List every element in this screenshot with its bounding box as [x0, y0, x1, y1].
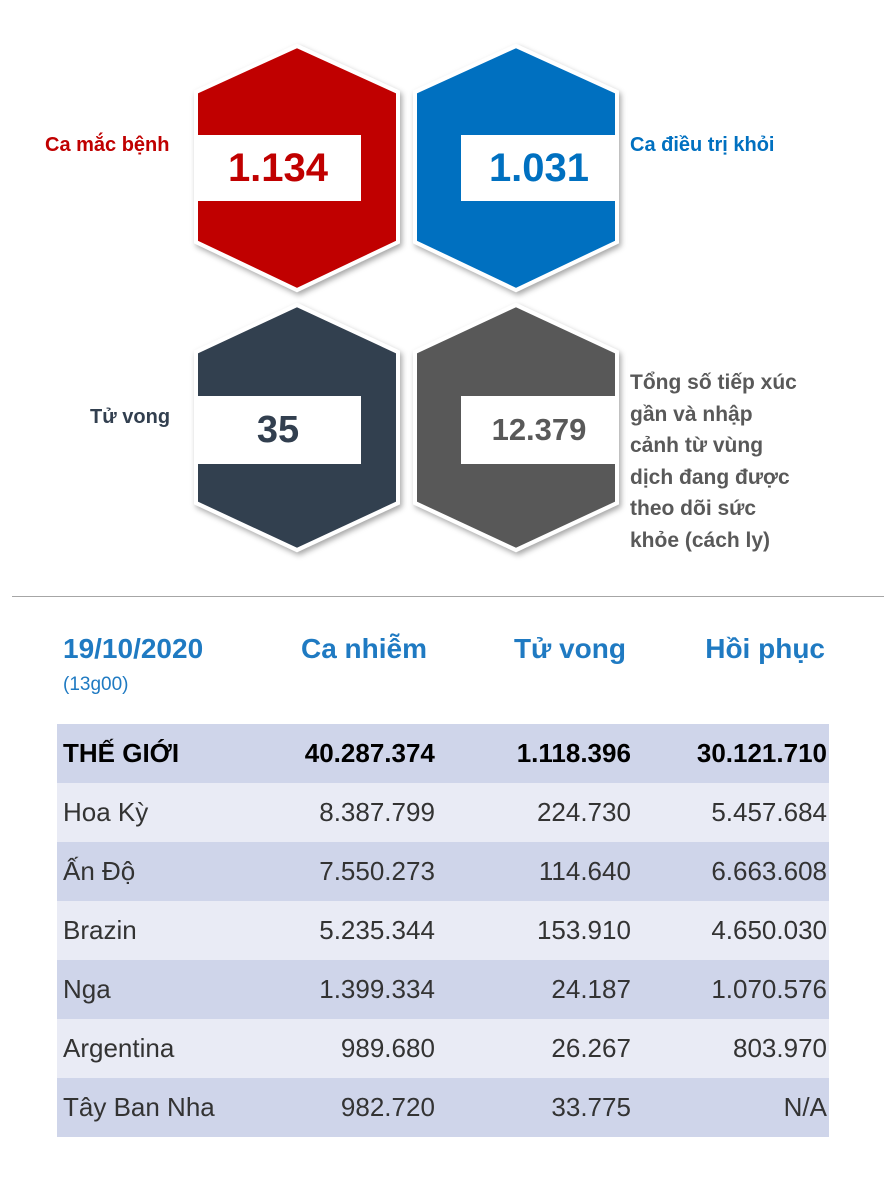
recovered-cell: 4.650.030	[630, 901, 829, 960]
country-name: Nga	[57, 960, 260, 1019]
monitored-label-line: theo dõi sức	[630, 497, 757, 520]
monitored-label: Tổng số tiếp xúc gần và nhập cảnh từ vùn…	[630, 367, 830, 556]
header-recovered: Hồi phục	[705, 633, 825, 664]
infected-cell: 982.720	[259, 1078, 435, 1137]
section-divider	[12, 596, 884, 597]
deaths-label: Tử vong	[90, 406, 171, 428]
recovered-cell: 6.663.608	[630, 842, 829, 901]
recovered-value: 1.031	[461, 135, 617, 201]
table-time: (13g00)	[63, 674, 129, 695]
deaths-cell: 114.640	[434, 842, 631, 901]
infected-cell: 1.399.334	[259, 960, 435, 1019]
cases-value: 1.134	[195, 135, 361, 201]
deaths-cell: 33.775	[434, 1078, 631, 1137]
country-stats-table: THẾ GIỚI 40.287.374 1.118.396 30.121.710…	[57, 724, 829, 1137]
monitored-label-line: gần và nhập	[630, 402, 753, 426]
country-name: THẾ GIỚI	[57, 724, 260, 783]
infected-cell: 5.235.344	[259, 901, 435, 960]
recovered-cell: 30.121.710	[630, 724, 829, 783]
deaths-cell: 24.187	[434, 960, 631, 1019]
monitored-label-line: Tổng số tiếp xúc	[630, 371, 797, 394]
header-infected: Ca nhiễm	[300, 633, 427, 664]
table-row: Argentina 989.680 26.267 803.970	[57, 1019, 829, 1078]
infected-cell: 7.550.273	[259, 842, 435, 901]
recovered-cell: N/A	[630, 1078, 829, 1137]
table-row: Hoa Kỳ 8.387.799 224.730 5.457.684	[57, 783, 829, 842]
recovered-cell: 803.970	[630, 1019, 829, 1078]
deaths-cell: 26.267	[434, 1019, 631, 1078]
country-name: Tây Ban Nha	[57, 1078, 260, 1137]
infected-cell: 40.287.374	[259, 724, 435, 783]
recovered-cell: 5.457.684	[630, 783, 829, 842]
table-date: 19/10/2020	[63, 633, 204, 664]
country-name: Ấn Độ	[57, 842, 260, 901]
header-deaths: Tử vong	[513, 633, 626, 664]
monitored-label-line: cảnh từ vùng	[630, 434, 764, 457]
table-row: Brazin 5.235.344 153.910 4.650.030	[57, 901, 829, 960]
country-name: Brazin	[57, 901, 260, 960]
deaths-cell: 1.118.396	[434, 724, 631, 783]
table-row: Ấn Độ 7.550.273 114.640 6.663.608	[57, 842, 829, 901]
infected-cell: 8.387.799	[259, 783, 435, 842]
monitored-value: 12.379	[461, 396, 617, 464]
deaths-cell: 153.910	[434, 901, 631, 960]
country-name: Argentina	[57, 1019, 260, 1078]
recovered-label: Ca điều trị khỏi	[630, 134, 775, 156]
recovered-cell: 1.070.576	[630, 960, 829, 1019]
table-row: Nga 1.399.334 24.187 1.070.576	[57, 960, 829, 1019]
country-name: Hoa Kỳ	[57, 783, 260, 842]
infected-cell: 989.680	[259, 1019, 435, 1078]
monitored-label-line: dịch đang được	[630, 465, 790, 489]
deaths-cell: 224.730	[434, 783, 631, 842]
monitored-label-line: khỏe (cách ly)	[630, 528, 771, 552]
cases-label: Ca mắc bệnh	[45, 134, 170, 156]
table-row: Tây Ban Nha 982.720 33.775 N/A	[57, 1078, 829, 1137]
deaths-value: 35	[195, 396, 361, 464]
table-row: THẾ GIỚI 40.287.374 1.118.396 30.121.710	[57, 724, 829, 783]
